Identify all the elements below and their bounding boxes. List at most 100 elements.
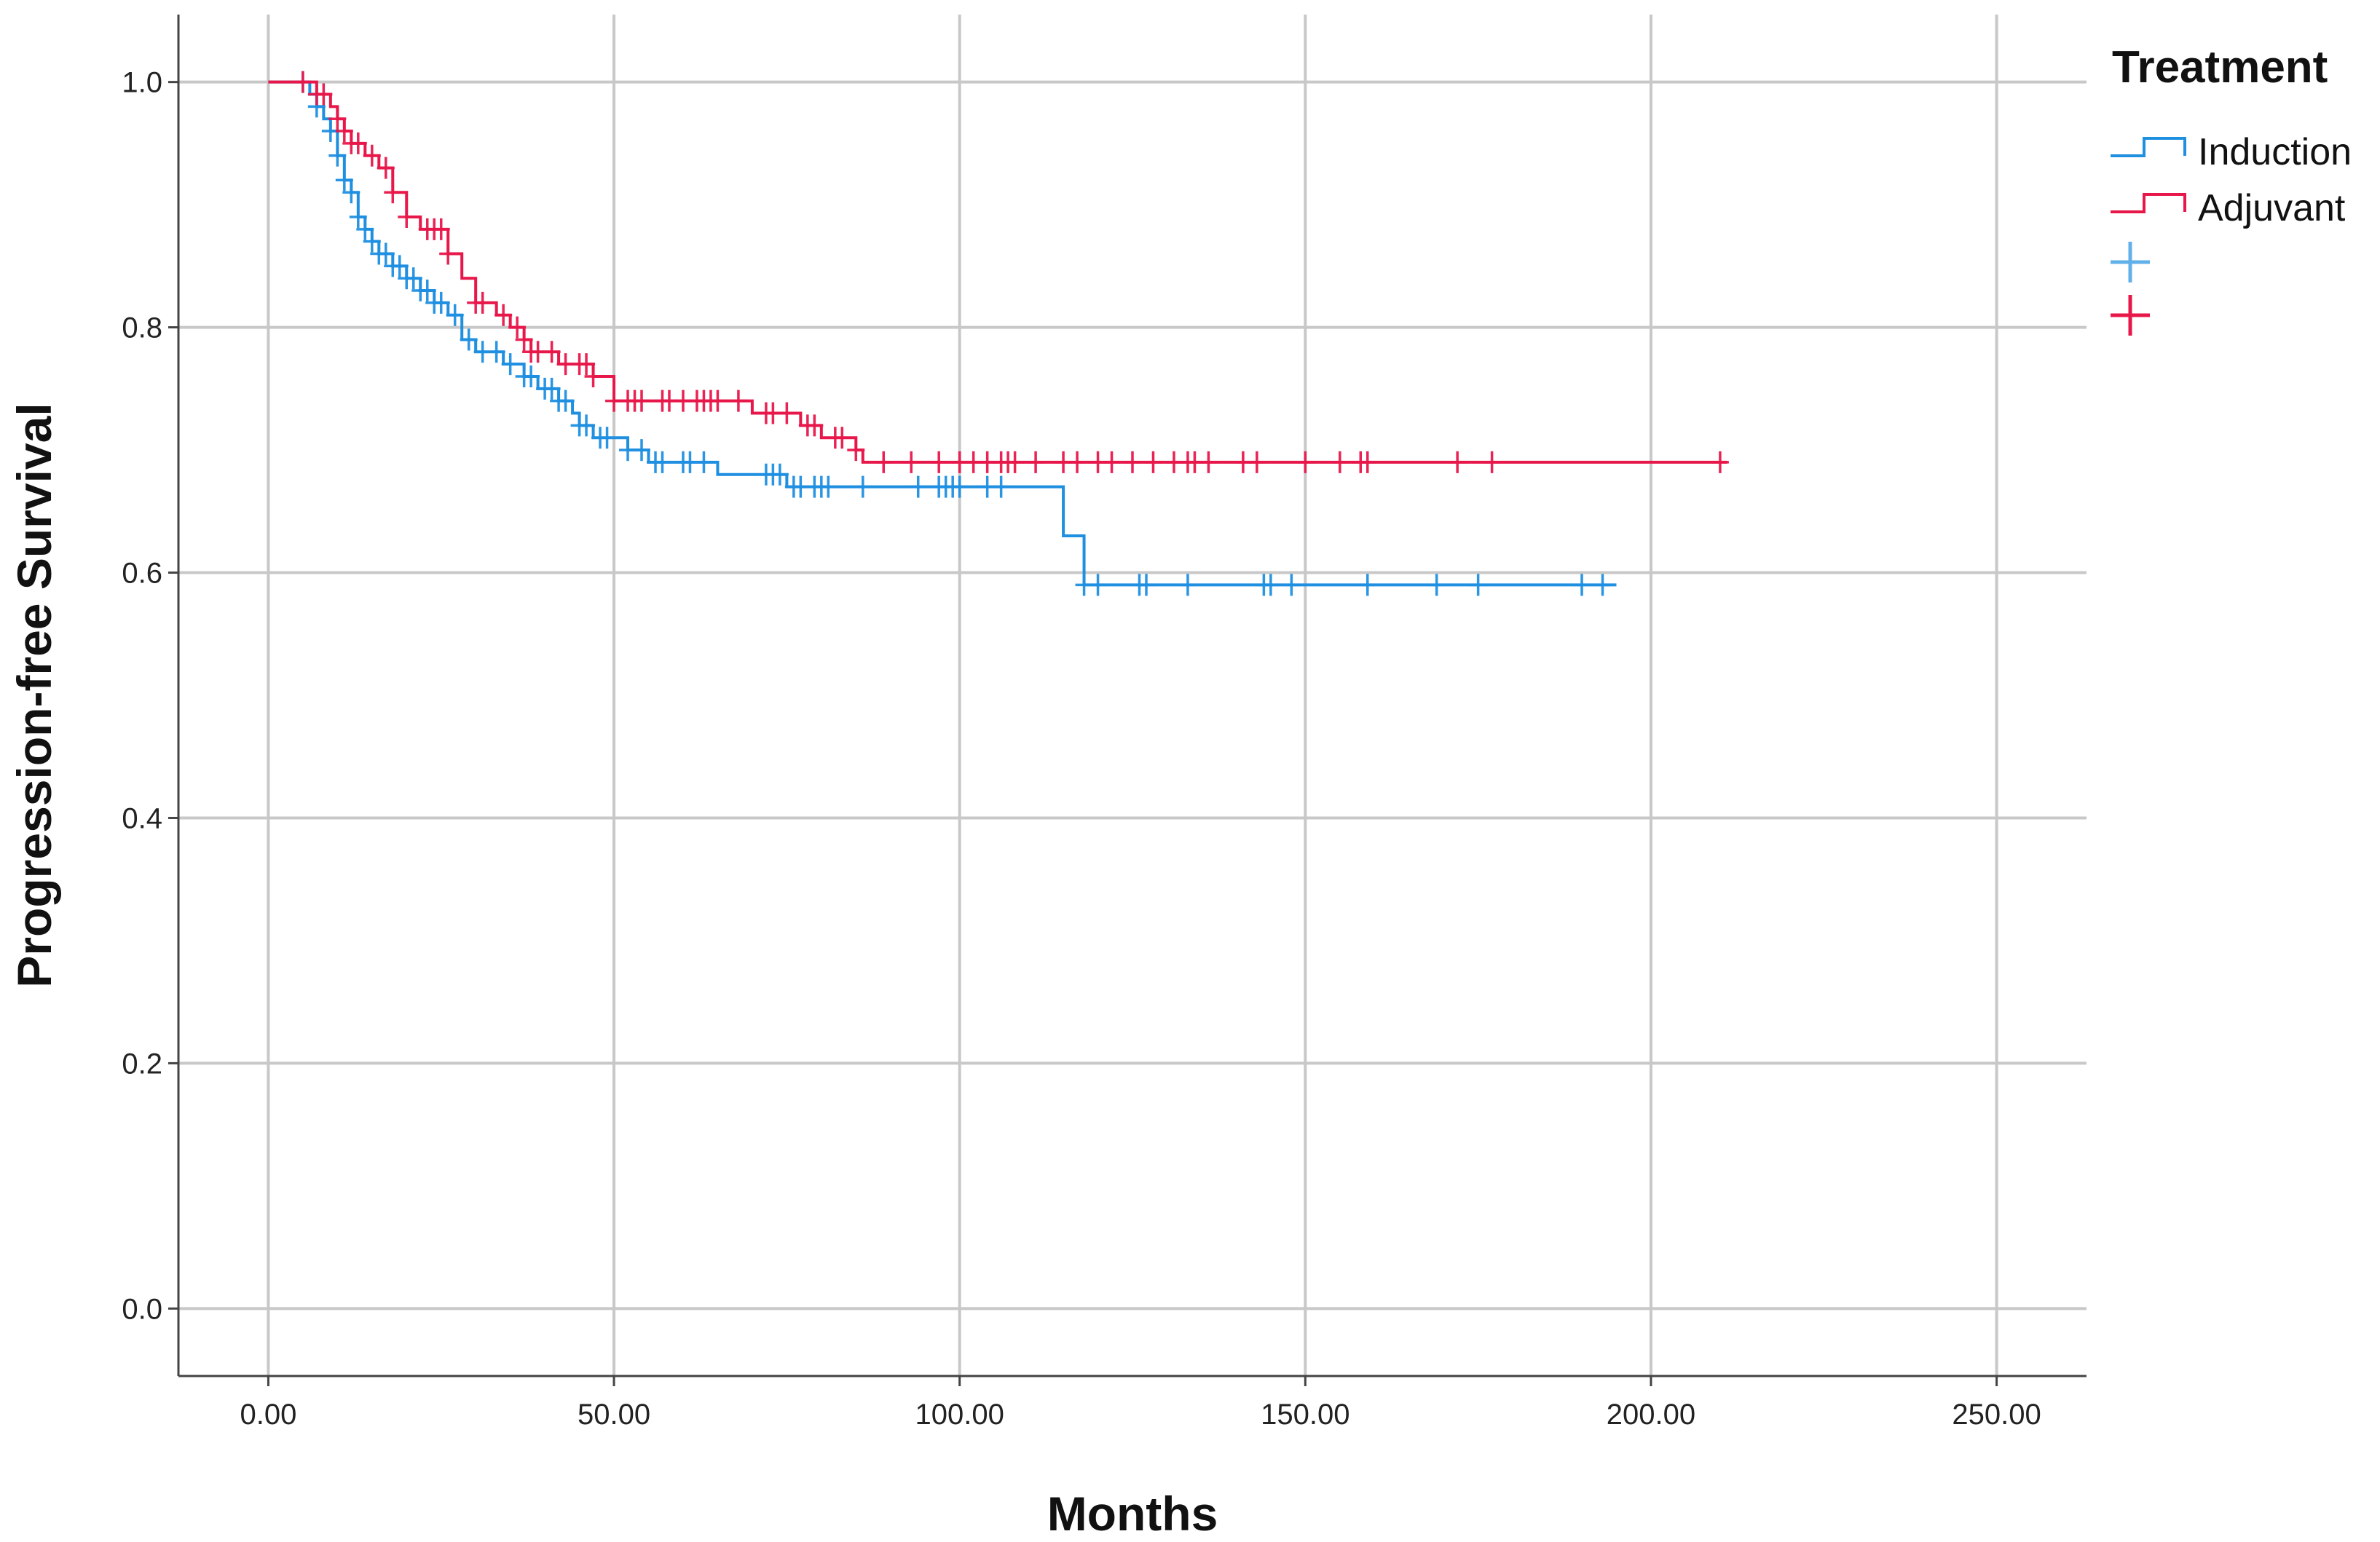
censor-mark — [543, 377, 561, 400]
legend-label: Induction — [2198, 131, 2352, 173]
censor-mark — [328, 108, 347, 130]
censor-mark — [293, 71, 312, 93]
censor-mark — [501, 353, 519, 376]
censor-mark — [847, 439, 865, 462]
censor-mark — [515, 328, 533, 351]
censor-mark — [1199, 451, 1218, 473]
censor-mark — [487, 341, 505, 363]
censor-mark — [771, 463, 789, 486]
censor-mark — [1248, 451, 1266, 473]
censor-mark — [418, 280, 436, 302]
censor-mark — [439, 242, 457, 265]
censor-mark — [584, 365, 602, 387]
censor-mark — [902, 451, 921, 473]
legend: Treatment Induction Adjuvant — [2111, 42, 2352, 336]
curve-induction — [268, 80, 1617, 587]
censor-mark — [377, 242, 395, 265]
censor-mark — [1006, 451, 1024, 473]
censor-mark — [363, 144, 381, 167]
censor-mark — [1427, 574, 1446, 596]
censor-mark — [335, 169, 353, 191]
x-tick-labels: 0.00 50.00 100.00 150.00 200.00 250.00 — [240, 1399, 2041, 1431]
y-tick-label: 0.8 — [122, 312, 162, 344]
y-tick-label: 0.0 — [122, 1293, 162, 1325]
censor-mark — [1144, 451, 1162, 473]
censor-mark — [315, 83, 333, 106]
series-induction — [268, 71, 1617, 596]
legend-entry: Induction — [2111, 131, 2352, 173]
censor-mark — [473, 291, 492, 314]
y-tick-label: 0.2 — [122, 1048, 162, 1080]
censor-mark — [1449, 451, 1467, 473]
censor-mark — [778, 402, 796, 424]
censor-mark — [1178, 574, 1197, 596]
x-tick-label: 100.00 — [915, 1399, 1004, 1431]
x-tick-label: 0.00 — [240, 1399, 296, 1431]
censor-mark — [633, 439, 651, 462]
censor-mark — [1593, 574, 1612, 596]
censor-mark — [335, 120, 353, 143]
censor-mark — [729, 390, 747, 412]
censor-mark — [1469, 574, 1487, 596]
legend-entry: Adjuvant — [2111, 187, 2346, 229]
censor-mark — [819, 475, 838, 498]
censor-mark — [1296, 451, 1315, 473]
censor-mark — [363, 230, 381, 253]
censor-mark — [1089, 574, 1107, 596]
censor-mark — [398, 205, 416, 228]
grid — [168, 15, 2087, 1386]
censor-mark — [833, 427, 851, 449]
curve-adjuvant — [268, 80, 1727, 464]
censor-mark — [875, 451, 893, 473]
censor-mark — [349, 205, 367, 228]
censor-mark — [1261, 574, 1280, 596]
censor-mark — [1358, 574, 1376, 596]
censor-mark — [432, 291, 450, 314]
censor-mark — [432, 218, 450, 240]
censor-mark — [1068, 451, 1087, 473]
censor-mark — [1282, 574, 1301, 596]
censor-mark — [1573, 574, 1591, 596]
y-tick-label: 0.4 — [122, 802, 162, 834]
legend-entry — [2111, 295, 2150, 336]
censor-mark — [543, 341, 561, 363]
series-adjuvant — [268, 71, 1729, 473]
x-tick-label: 200.00 — [1607, 1399, 1695, 1431]
legend-title: Treatment — [2112, 42, 2328, 92]
censor-mark — [709, 390, 727, 412]
legend-censor-symbol — [2111, 295, 2150, 336]
censor-mark — [854, 475, 872, 498]
x-axis-title: Months — [1047, 1487, 1218, 1541]
censor-mark — [342, 181, 360, 204]
censor-mark — [446, 304, 464, 326]
y-tick-label: 0.6 — [122, 558, 162, 590]
x-tick-label: 250.00 — [1952, 1399, 2041, 1431]
legend-step-symbol — [2111, 193, 2186, 213]
censor-mark — [695, 451, 713, 473]
censor-mark — [578, 353, 596, 376]
censor-mark — [992, 475, 1010, 498]
censor-mark — [653, 451, 671, 473]
censor-mark — [556, 390, 575, 412]
legend-label: Adjuvant — [2198, 187, 2346, 229]
censor-mark — [390, 255, 409, 277]
censor-mark — [909, 475, 927, 498]
x-tick-label: 150.00 — [1261, 1399, 1349, 1431]
censor-mark — [494, 304, 513, 326]
censor-mark — [1124, 451, 1141, 473]
legend-entry — [2111, 242, 2150, 282]
censor-mark — [1483, 451, 1501, 473]
x-tick-label: 50.00 — [578, 1399, 650, 1431]
censor-mark — [1137, 574, 1155, 596]
censor-mark — [522, 365, 540, 387]
censor-mark — [404, 267, 422, 290]
censor-mark — [598, 427, 616, 449]
survival-curves — [268, 71, 1729, 596]
censor-mark — [578, 414, 596, 437]
censor-mark — [349, 132, 367, 154]
censor-mark — [1331, 451, 1349, 473]
censor-mark — [1711, 451, 1729, 473]
y-tick-labels: 0.0 0.2 0.4 0.6 0.8 1.0 — [122, 67, 162, 1326]
censor-mark — [805, 414, 824, 437]
